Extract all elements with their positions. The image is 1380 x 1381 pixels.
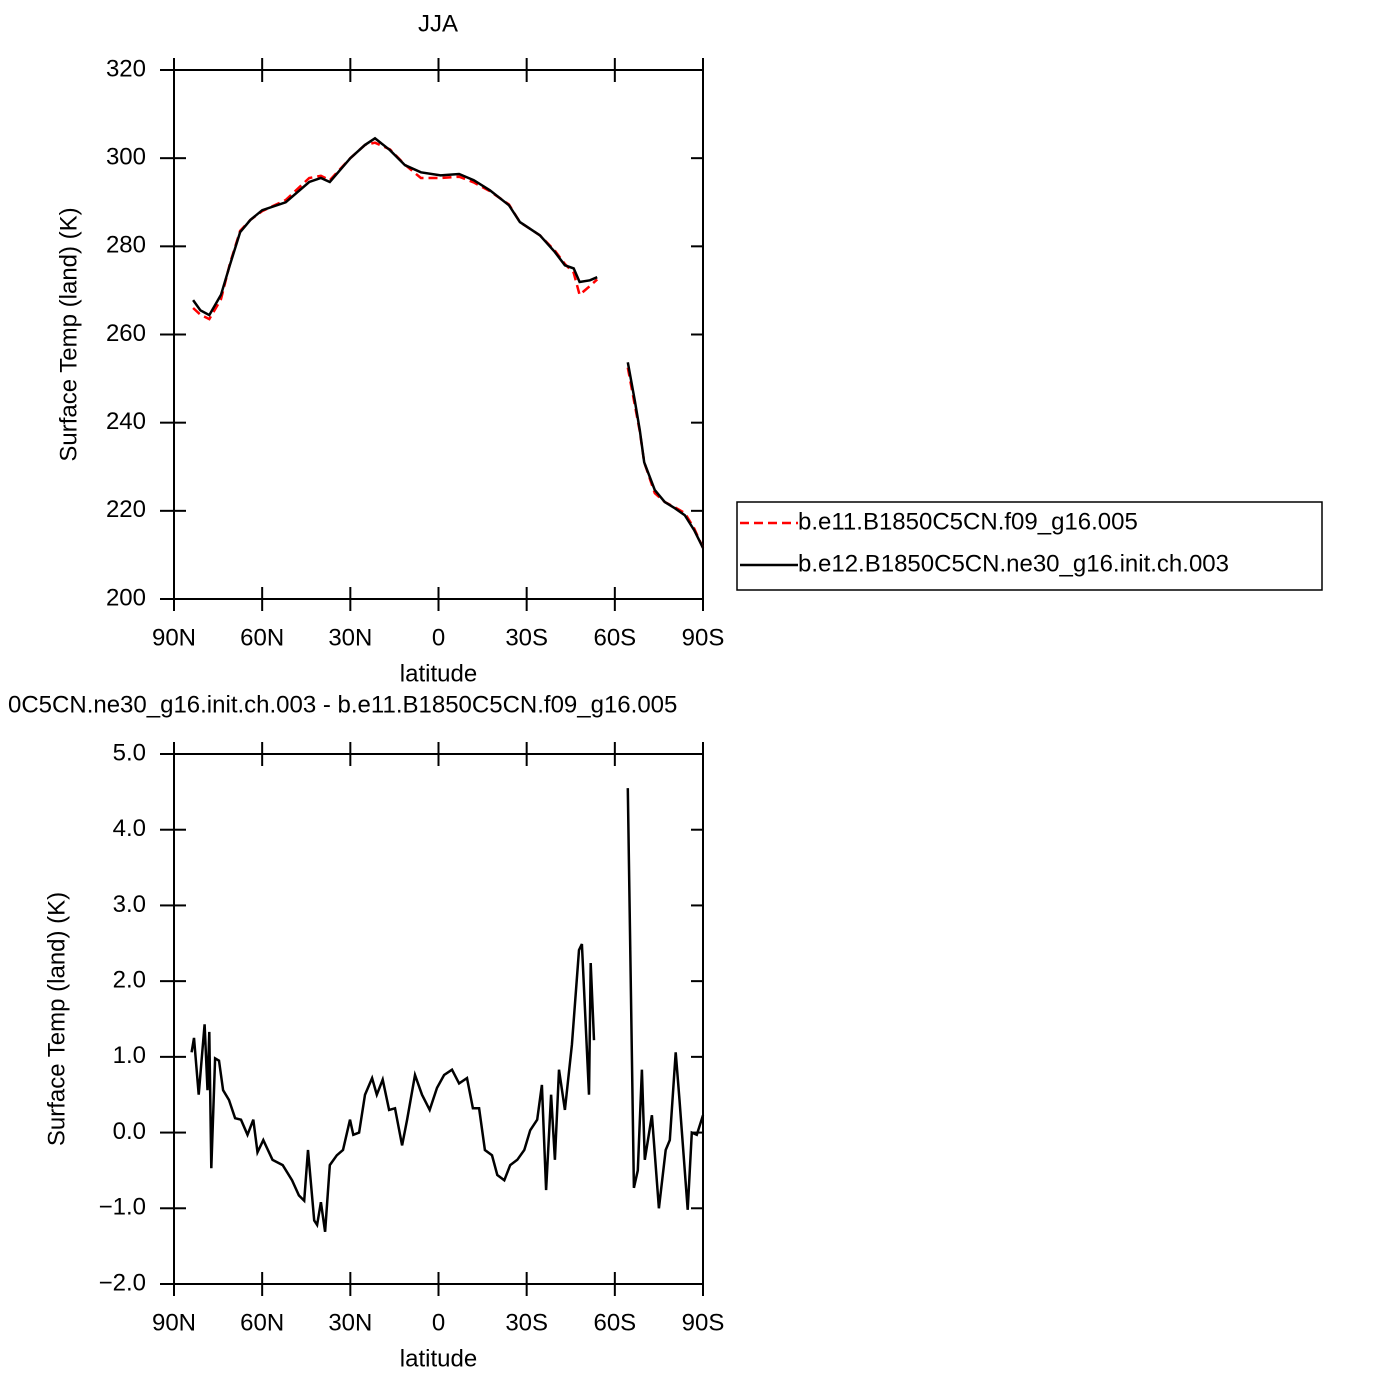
x-tick-label: 0 <box>432 624 445 651</box>
data-line <box>190 788 705 1232</box>
x-tick-label: 30N <box>328 1309 372 1336</box>
plot-frame <box>173 69 704 600</box>
y-tick-label: 280 <box>106 232 146 259</box>
y-tick-label: 200 <box>106 584 146 611</box>
x-tick-label: 60N <box>240 1309 284 1336</box>
panel: JJA latitude Surface Temp (land) (K) 200 220… <box>55 10 724 687</box>
y-tick-label: 300 <box>106 144 146 171</box>
x-tick-label: 30S <box>505 624 548 651</box>
legend-label: b.e11.B1850C5CN.f09_g16.005 <box>798 508 1138 535</box>
y-axis-label: Surface Temp (land) (K) <box>55 207 82 461</box>
x-tick-label: 60S <box>593 1309 636 1336</box>
y-tick-label: 1.0 <box>113 1042 146 1069</box>
y-tick-label: 240 <box>106 408 146 435</box>
y-tick-label: 220 <box>106 496 146 523</box>
data-line <box>192 136 705 549</box>
y-tick-label: 320 <box>106 55 146 82</box>
y-tick-label: −1.0 <box>99 1194 146 1221</box>
legend: b.e11.B1850C5CN.f09_g16.005 b.e12.B1850C5… <box>736 501 1323 591</box>
plot-frame <box>173 753 704 1285</box>
x-tick-label: 90S <box>682 1309 725 1336</box>
y-tick-label: 2.0 <box>113 966 146 993</box>
x-tick-label: 60S <box>593 624 636 651</box>
y-tick-label: 3.0 <box>113 891 146 918</box>
y-tick-label: −2.0 <box>99 1269 146 1296</box>
x-tick-label: 60N <box>240 624 284 651</box>
x-tick-label: 90S <box>682 624 725 651</box>
y-tick-label: 4.0 <box>113 815 146 842</box>
chart-title: 0C5CN.ne30_g16.init.ch.003 - b.e11.B1850… <box>8 691 677 718</box>
x-axis-label: latitude <box>400 1345 477 1372</box>
x-tick-label: 90N <box>152 624 196 651</box>
y-tick-label: 0.0 <box>113 1118 146 1145</box>
panel: 0C5CN.ne30_g16.init.ch.003 - b.e11.B1850… <box>8 691 724 1372</box>
y-axis-label: Surface Temp (land) (K) <box>43 892 70 1146</box>
chart-title: JJA <box>418 10 458 37</box>
y-tick-label: 260 <box>106 320 146 347</box>
legend-box <box>736 501 1323 591</box>
x-tick-label: 30N <box>328 624 372 651</box>
x-tick-label: 30S <box>505 1309 548 1336</box>
legend-label: b.e12.B1850C5CN.ne30_g16.init.ch.003 <box>798 550 1229 577</box>
y-tick-label: 5.0 <box>113 739 146 766</box>
x-axis-label: latitude <box>400 660 477 687</box>
data-line <box>192 141 705 549</box>
x-tick-label: 0 <box>432 1309 445 1336</box>
x-tick-label: 90N <box>152 1309 196 1336</box>
